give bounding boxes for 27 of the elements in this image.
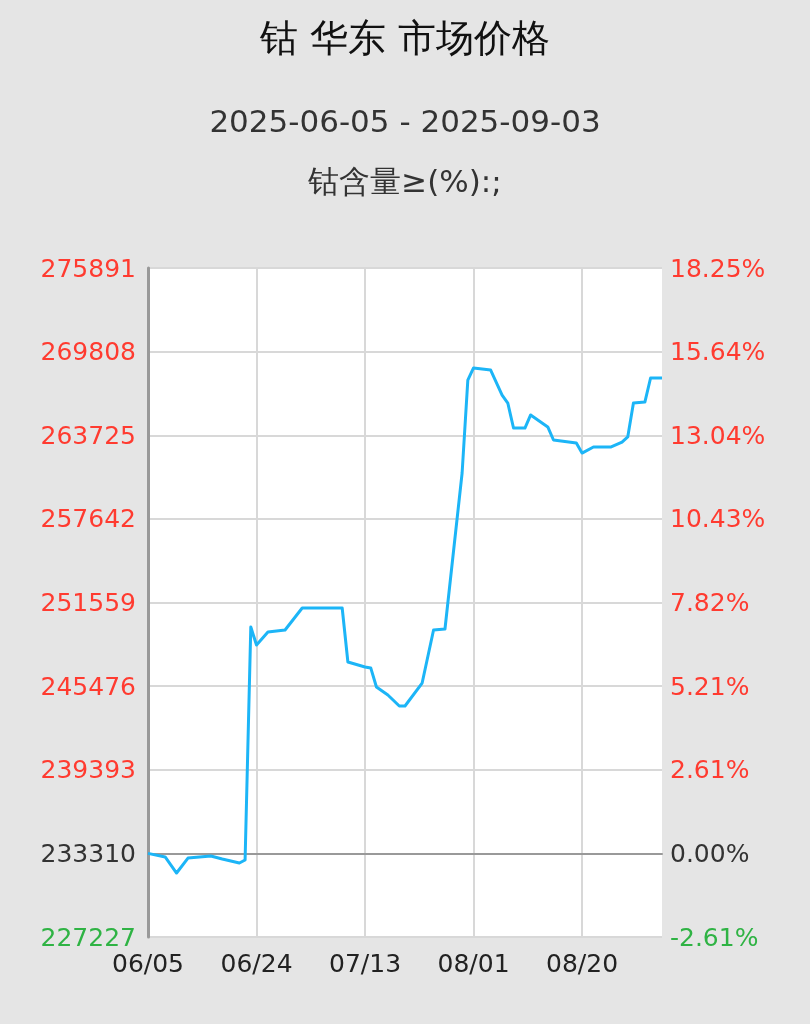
y2-tick-label: 10.43% <box>670 504 766 534</box>
y-tick-label: 263725 <box>40 420 136 450</box>
y-tick-label: 245476 <box>40 671 136 701</box>
y2-tick-label: 18.25% <box>670 253 766 283</box>
y2-tick-label: 0.00% <box>670 838 750 868</box>
x-tick-label: 08/20 <box>546 949 619 978</box>
y-tick-label: 257642 <box>40 504 136 534</box>
x-tick-label: 07/13 <box>329 949 402 978</box>
y-tick-label: 233310 <box>40 838 136 868</box>
x-tick-label: 06/05 <box>111 949 185 978</box>
y2-tick-label: 13.04% <box>670 420 766 450</box>
y-tick-label: 251559 <box>40 588 136 617</box>
chart-subtitle: 2025-06-05 - 2025-09-03 <box>209 102 601 139</box>
text: 钴含量≥(%):; <box>307 162 502 199</box>
y-tick-label: 275891 <box>40 253 136 283</box>
y-tick-label: 269808 <box>40 337 136 367</box>
y2-tick-label: 15.64% <box>670 337 766 367</box>
x-tick-label: 06/24 <box>220 949 293 978</box>
line-series <box>146 366 664 875</box>
y-tick-label: 227227 <box>40 922 136 952</box>
y-tick-label: 239393 <box>40 755 136 785</box>
x-tick-label: 08/01 <box>437 949 510 978</box>
y2-tick-label: 5.21% <box>670 671 750 701</box>
y2-tick-label: 7.82% <box>670 588 750 617</box>
y2-tick-label: 2.61% <box>670 755 750 785</box>
chart-title: 钴 华东 市场价格 <box>258 16 551 60</box>
y2-tick-label: -2.61% <box>670 922 759 952</box>
